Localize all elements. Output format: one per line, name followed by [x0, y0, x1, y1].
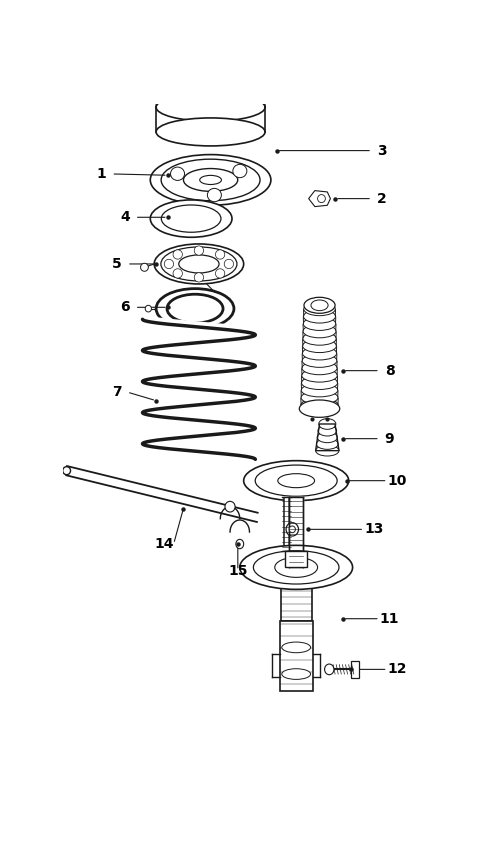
Ellipse shape [150, 155, 271, 205]
Ellipse shape [315, 445, 338, 456]
Bar [350, 661, 359, 678]
Ellipse shape [161, 159, 260, 201]
Ellipse shape [302, 339, 336, 352]
Ellipse shape [301, 384, 337, 397]
Ellipse shape [63, 467, 70, 475]
Ellipse shape [207, 189, 221, 202]
Text: 2: 2 [376, 191, 386, 205]
Ellipse shape [170, 167, 184, 180]
Ellipse shape [194, 273, 203, 282]
Bar [279, 621, 312, 691]
Text: 1: 1 [97, 167, 106, 181]
Ellipse shape [302, 354, 336, 367]
Text: 9: 9 [384, 431, 394, 446]
Ellipse shape [317, 195, 325, 203]
Text: 11: 11 [379, 611, 398, 626]
Ellipse shape [215, 268, 224, 278]
Text: 12: 12 [387, 662, 406, 676]
Ellipse shape [303, 325, 335, 338]
Ellipse shape [173, 249, 182, 259]
Ellipse shape [150, 200, 231, 237]
Text: 14: 14 [154, 537, 173, 551]
Ellipse shape [317, 432, 337, 443]
Text: 7: 7 [112, 385, 122, 399]
Ellipse shape [183, 169, 237, 191]
Ellipse shape [156, 94, 265, 121]
Text: 8: 8 [384, 364, 394, 378]
Ellipse shape [199, 176, 221, 184]
Text: 4: 4 [120, 210, 130, 224]
Ellipse shape [289, 526, 295, 533]
Ellipse shape [154, 244, 243, 284]
Text: 6: 6 [120, 301, 130, 314]
Text: 13: 13 [364, 522, 383, 536]
Ellipse shape [239, 546, 352, 590]
Bar [280, 567, 311, 621]
Ellipse shape [140, 263, 148, 271]
Ellipse shape [304, 297, 335, 313]
Polygon shape [308, 191, 330, 207]
Ellipse shape [164, 259, 173, 268]
Ellipse shape [302, 361, 336, 375]
Bar [285, 551, 307, 567]
Ellipse shape [277, 474, 314, 488]
Ellipse shape [300, 398, 338, 411]
Ellipse shape [224, 501, 234, 512]
Ellipse shape [301, 376, 337, 390]
Ellipse shape [232, 165, 246, 178]
Text: 3: 3 [376, 144, 386, 158]
Ellipse shape [317, 425, 336, 436]
Ellipse shape [299, 400, 339, 417]
Ellipse shape [301, 391, 337, 404]
Ellipse shape [310, 300, 328, 311]
Ellipse shape [178, 255, 218, 273]
Ellipse shape [224, 259, 233, 268]
Ellipse shape [161, 205, 220, 232]
Ellipse shape [156, 288, 233, 328]
Ellipse shape [235, 540, 243, 549]
Ellipse shape [281, 669, 310, 680]
Ellipse shape [215, 249, 224, 259]
Ellipse shape [303, 302, 335, 316]
Ellipse shape [302, 332, 336, 346]
Ellipse shape [303, 317, 335, 331]
Ellipse shape [302, 346, 336, 360]
Ellipse shape [173, 268, 182, 278]
Text: 10: 10 [387, 474, 406, 488]
Ellipse shape [194, 246, 203, 255]
Ellipse shape [286, 523, 298, 536]
Ellipse shape [253, 551, 338, 584]
Ellipse shape [301, 369, 337, 382]
Ellipse shape [167, 294, 222, 323]
Ellipse shape [318, 418, 335, 430]
Ellipse shape [145, 306, 151, 312]
Text: 5: 5 [112, 257, 122, 271]
Ellipse shape [255, 465, 337, 496]
Ellipse shape [243, 461, 348, 501]
Ellipse shape [303, 310, 335, 323]
Ellipse shape [281, 642, 310, 653]
Ellipse shape [160, 247, 236, 281]
Ellipse shape [316, 439, 338, 449]
Ellipse shape [156, 118, 265, 146]
Text: 15: 15 [227, 564, 247, 578]
Ellipse shape [274, 558, 317, 578]
Ellipse shape [324, 664, 333, 675]
